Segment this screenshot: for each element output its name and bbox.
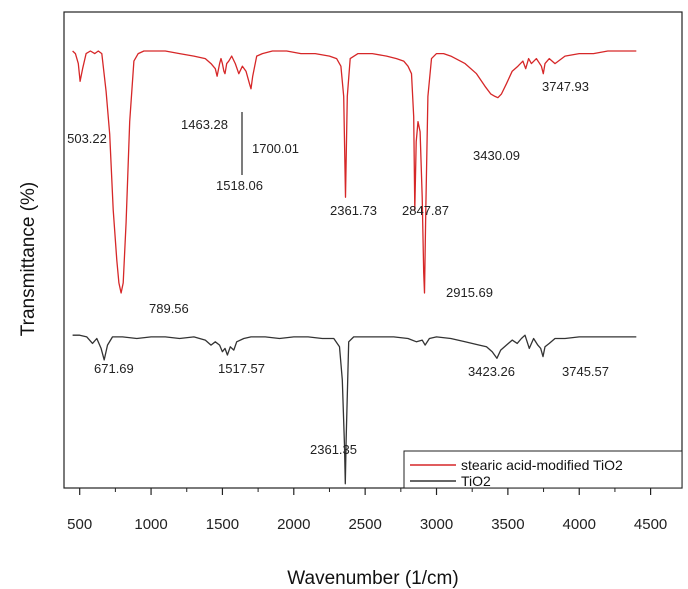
x-tick-label-4000: 4000 <box>563 516 596 533</box>
legend-label-tio2: TiO2 <box>461 473 491 489</box>
plot-frame <box>63 11 683 489</box>
peak-label-671-69: 671.69 <box>94 361 134 376</box>
legend-label-modified: stearic acid-modified TiO2 <box>461 457 623 473</box>
peak-label-1518-06: 1518.06 <box>216 178 263 193</box>
x-tick-label-1000: 1000 <box>134 516 167 533</box>
x-axis: 500 1000 1500 2000 2500 3000 3500 4000 4500 <box>67 488 667 533</box>
peak-label-3423-26: 3423.26 <box>468 364 515 379</box>
x-tick-label-1500: 1500 <box>206 516 239 533</box>
x-tick-label-500: 500 <box>67 516 92 533</box>
legend-box <box>403 450 683 489</box>
x-tick-label-3000: 3000 <box>420 516 453 533</box>
peak-label-2361-73: 2361.73 <box>330 203 377 218</box>
peak-label-2915-69: 2915.69 <box>446 285 493 300</box>
series-line-tio2 <box>72 334 637 485</box>
peak-label-1700-01: 1700.01 <box>252 141 299 156</box>
peak-label-2361-35: 2361.35 <box>310 442 357 457</box>
series-line-modified <box>72 50 637 294</box>
x-tick-label-2000: 2000 <box>277 516 310 533</box>
series-layer <box>72 50 637 485</box>
peak-label-503-22: 503.22 <box>67 131 107 146</box>
peak-label-789-56: 789.56 <box>149 301 189 316</box>
legend: stearic acid-modified TiO2 TiO2 <box>403 450 683 489</box>
peak-label-3745-57: 3745.57 <box>562 364 609 379</box>
annotations: 503.22 789.56 1463.28 1518.06 1700.01 2361.73… <box>67 79 609 457</box>
peak-label-1517-57: 1517.57 <box>218 361 265 376</box>
y-axis-title: Transmittance (%) <box>18 182 39 337</box>
peak-label-3430-09: 3430.09 <box>473 148 520 163</box>
x-tick-label-3500: 3500 <box>491 516 524 533</box>
peak-label-1463-28: 1463.28 <box>181 117 228 132</box>
peak-label-2847-87: 2847.87 <box>402 203 449 218</box>
x-tick-label-2500: 2500 <box>348 516 381 533</box>
x-tick-label-4500: 4500 <box>634 516 667 533</box>
peak-label-3747-93: 3747.93 <box>542 79 589 94</box>
x-axis-title: Wavenumber (1/cm) <box>287 568 458 589</box>
